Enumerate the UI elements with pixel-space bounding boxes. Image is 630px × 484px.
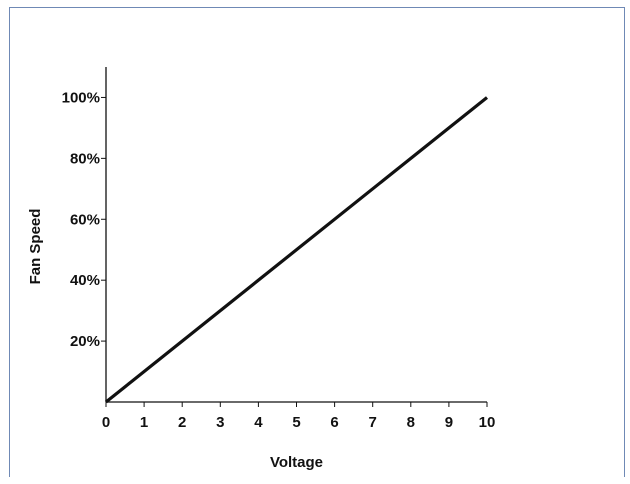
series-line [105,96,488,404]
x-tick-label: 9 [445,414,453,431]
x-tick-label: 0 [102,414,110,431]
x-tick-label: 6 [330,414,338,431]
y-tick-label: 80% [70,150,100,167]
x-tick-label: 1 [140,414,148,431]
x-tick-label: 10 [479,414,496,431]
x-tick-label: 2 [178,414,186,431]
x-tick-label: 7 [369,414,377,431]
x-axis-title: Voltage [270,454,323,471]
y-tick-label: 40% [70,272,100,289]
x-tick-label: 4 [254,414,263,431]
axes [105,67,487,403]
series [105,96,488,404]
y-tick-label: 60% [70,211,100,228]
x-tick-label: 3 [216,414,224,431]
x-tick-label: 5 [292,414,300,431]
y-axis-title: Fan Speed [27,209,44,285]
y-tick-label: 100% [62,89,100,106]
x-tick-label: 8 [407,414,415,431]
y-tick-label: 20% [70,333,100,350]
ticks: 0 1 2 3 4 5 6 7 8 9 10 20% 40% 60% 80% 100% [62,89,496,431]
